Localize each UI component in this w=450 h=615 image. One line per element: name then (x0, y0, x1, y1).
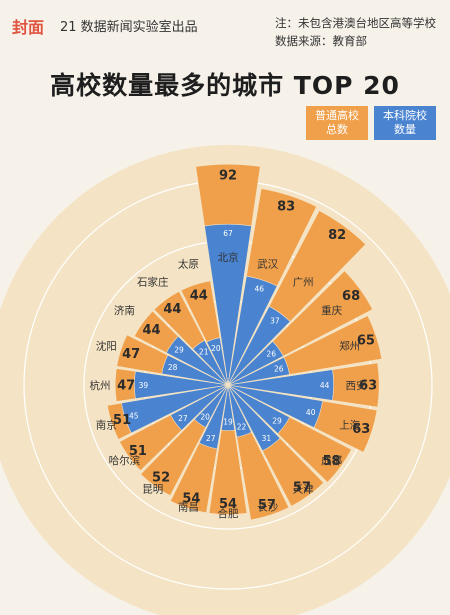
brand-text: 21 数据新闻实验室出品 (60, 20, 198, 35)
total-label-沈阳: 47 (122, 347, 140, 362)
city-label-合肥: 合肥 (218, 507, 239, 520)
undergrad-label-太原: 20 (211, 344, 221, 353)
undergrad-bar-武汉 (227, 275, 278, 386)
undergrad-label-沈阳: 28 (168, 363, 178, 372)
total-label-广州: 82 (328, 228, 346, 243)
undergrad-label-南昌: 27 (206, 434, 216, 443)
undergrad-label-昆明: 20 (200, 413, 210, 422)
undergrad-label-济南: 29 (174, 345, 184, 354)
undergrad-bar-天津 (227, 384, 281, 452)
total-label-石家庄: 44 (163, 302, 181, 317)
undergrad-label-郑州: 26 (274, 365, 284, 374)
total-label-南京: 51 (113, 413, 131, 428)
undergrad-bar-广州 (227, 305, 291, 386)
city-label-郑州: 郑州 (339, 339, 360, 352)
total-label-合肥: 54 (219, 497, 237, 512)
source-note: 注：未包含港澳台地区高等学校 数据来源：教育部 (275, 14, 436, 50)
note-source: 数据来源：教育部 (275, 34, 367, 48)
undergrad-bar-哈尔滨 (170, 384, 229, 431)
undergrad-label-南京: 45 (129, 412, 139, 421)
undergrad-bar-上海 (227, 384, 324, 429)
city-label-济南: 济南 (114, 304, 135, 317)
undergrad-bar-成都 (227, 384, 291, 435)
undergrad-bar-北京 (204, 223, 252, 386)
note-exclusion: 注：未包含港澳台地区高等学校 (275, 16, 436, 30)
city-label-太原: 太原 (178, 257, 199, 270)
undergrad-bar-昆明 (193, 384, 229, 428)
city-label-哈尔滨: 哈尔滨 (109, 454, 141, 467)
chart-title: 高校数量最多的城市 TOP 20 (50, 71, 400, 100)
header: 封面 21 数据新闻实验室出品 注：未包含港澳台地区高等学校 数据来源：教育部 (0, 0, 450, 60)
undergrad-label-西安: 44 (320, 381, 330, 390)
undergrad-bar-长沙 (227, 384, 252, 438)
city-label-石家庄: 石家庄 (137, 275, 169, 288)
total-label-长沙: 57 (258, 498, 276, 513)
total-label-太原: 44 (190, 289, 208, 304)
undergrad-label-武汉: 46 (255, 285, 265, 294)
city-label-武汉: 武汉 (257, 257, 278, 270)
total-bar-合肥 (208, 384, 248, 515)
total-label-武汉: 83 (277, 200, 295, 215)
undergrad-bar-石家庄 (192, 339, 229, 386)
city-label-沈阳: 沈阳 (96, 339, 117, 352)
undergrad-label-合肥: 19 (223, 418, 233, 427)
total-label-上海: 63 (352, 422, 370, 437)
undergrad-bar-西安 (227, 369, 334, 401)
undergrad-bar-沈阳 (161, 354, 229, 386)
total-label-郑州: 65 (357, 334, 375, 349)
city-label-北京: 北京 (218, 251, 239, 264)
total-label-西安: 63 (359, 379, 377, 394)
undergrad-bar-太原 (206, 337, 229, 386)
city-label-上海: 上海 (339, 419, 360, 432)
city-label-南昌: 南昌 (178, 501, 199, 514)
total-label-哈尔滨: 51 (129, 444, 147, 459)
undergrad-bar-济南 (165, 335, 229, 386)
undergrad-label-长沙: 22 (237, 423, 247, 432)
city-label-西安: 西安 (346, 379, 367, 392)
undergrad-label-哈尔滨: 27 (178, 414, 188, 423)
undergrad-bar-合肥 (220, 384, 236, 431)
undergrad-label-成都: 29 (272, 417, 282, 426)
undergrad-label-上海: 40 (306, 408, 316, 417)
total-label-昆明: 52 (152, 471, 170, 486)
undergrad-label-广州: 37 (270, 316, 280, 325)
legend: 普通高校 总数 本科院校 数量 (306, 106, 436, 140)
logo: 封面 (12, 18, 45, 37)
city-label-成都: 成都 (321, 455, 342, 467)
undergrad-label-北京: 67 (223, 229, 233, 238)
undergrad-bar-南京 (121, 384, 229, 434)
undergrad-label-石家庄: 21 (199, 348, 209, 357)
total-label-北京: 92 (219, 169, 237, 184)
total-label-重庆: 68 (342, 289, 360, 304)
undergrad-bar-郑州 (227, 356, 290, 386)
undergrad-bar-重庆 (227, 340, 284, 386)
undergrad-label-天津: 31 (262, 434, 272, 443)
legend-total: 普通高校 总数 (306, 106, 368, 140)
undergrad-bar-南昌 (198, 384, 229, 450)
city-label-重庆: 重庆 (321, 304, 342, 317)
undergrad-bar-杭州 (134, 370, 229, 400)
city-label-广州: 广州 (293, 276, 314, 288)
undergrad-label-重庆: 26 (266, 350, 276, 359)
city-label-南京: 南京 (96, 419, 117, 432)
total-label-天津: 57 (293, 480, 311, 495)
total-label-杭州: 47 (117, 379, 135, 394)
legend-undergrad: 本科院校 数量 (374, 106, 436, 140)
city-label-杭州: 杭州 (90, 379, 111, 392)
city-label-天津: 天津 (293, 484, 314, 496)
city-label-长沙: 长沙 (257, 502, 278, 514)
city-label-昆明: 昆明 (142, 484, 163, 496)
total-label-成都: 58 (323, 454, 341, 469)
undergrad-label-杭州: 39 (139, 381, 149, 390)
total-label-南昌: 54 (182, 491, 200, 506)
total-label-济南: 44 (142, 323, 160, 338)
